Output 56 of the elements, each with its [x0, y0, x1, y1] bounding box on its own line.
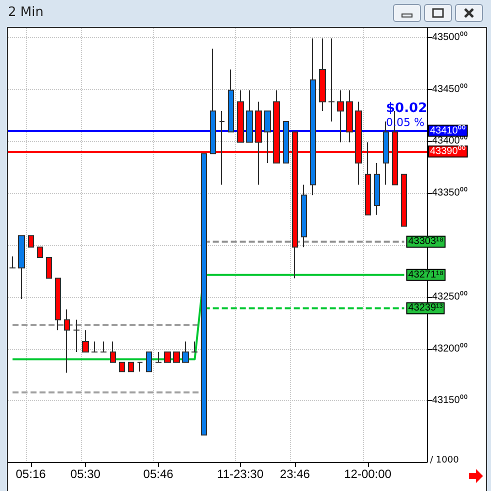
- candlestick: [146, 351, 152, 372]
- data-label: 43239¹³: [408, 302, 444, 314]
- candlestick: [82, 330, 89, 352]
- candlestick: [319, 38, 326, 112]
- candlestick: [237, 90, 244, 143]
- candlestick: [246, 90, 253, 143]
- y-tick-label: 43350⁰⁰: [432, 186, 468, 199]
- candlestick: [37, 246, 43, 258]
- x-tick-label: 23:46: [280, 467, 310, 481]
- data-label: 43303¹⁸: [408, 236, 444, 248]
- candlestick: [264, 110, 271, 164]
- ref-line-label: 43390⁰⁰: [430, 145, 466, 158]
- candlestick: [91, 341, 98, 352]
- x-tick-label: 12-00:00: [344, 467, 392, 481]
- candlestick: [73, 319, 80, 352]
- candlestick: [155, 351, 162, 363]
- candlestick: [310, 38, 316, 196]
- candlestick: [164, 351, 171, 363]
- candlestick: [210, 48, 216, 154]
- candlestick: [100, 341, 107, 352]
- candlestick: [119, 362, 125, 372]
- candlestick: [28, 235, 34, 248]
- candlestick: [128, 362, 134, 372]
- ref-line-label: 43410⁰⁰: [430, 124, 466, 136]
- candlestick: [64, 308, 70, 374]
- candlestick: [328, 38, 335, 122]
- candlestick: [346, 90, 353, 143]
- candlestick: [46, 256, 52, 279]
- candlestick: [337, 90, 344, 143]
- y-tick-label: 43450⁰⁰: [432, 82, 468, 95]
- candlestick: [182, 341, 189, 363]
- candlestick: [191, 341, 198, 352]
- y-tick-label: 43200⁰⁰: [432, 342, 468, 354]
- candlestick: [201, 153, 207, 436]
- candlestick: [283, 120, 289, 164]
- candlestick: [228, 69, 234, 132]
- data-label: 43271¹⁸: [408, 269, 444, 280]
- candlestick: [374, 162, 380, 216]
- candlestick: [137, 362, 143, 372]
- candlestick: [301, 184, 307, 248]
- candlestick: [219, 110, 225, 186]
- y-tick-label: 43250⁰⁰: [432, 290, 468, 302]
- x-tick-label: 11-23:30: [217, 467, 264, 481]
- candlestick: [18, 235, 25, 300]
- candlestick: [173, 351, 180, 363]
- candlestick: [55, 278, 61, 331]
- x-tick-label: 05:46: [143, 467, 174, 481]
- candlestick: [401, 174, 407, 227]
- annotation: $0.02: [386, 101, 428, 116]
- chart-title: 2 Min: [8, 4, 44, 22]
- text: / 1000: [430, 456, 460, 466]
- y-tick-label: 43500⁰⁰: [432, 30, 468, 43]
- x-tick-label: 05:30: [70, 467, 101, 481]
- x-tick-label: 05:16: [16, 467, 46, 481]
- y-tick-label: 43150⁰⁰: [432, 394, 468, 406]
- candlestick: [110, 341, 116, 363]
